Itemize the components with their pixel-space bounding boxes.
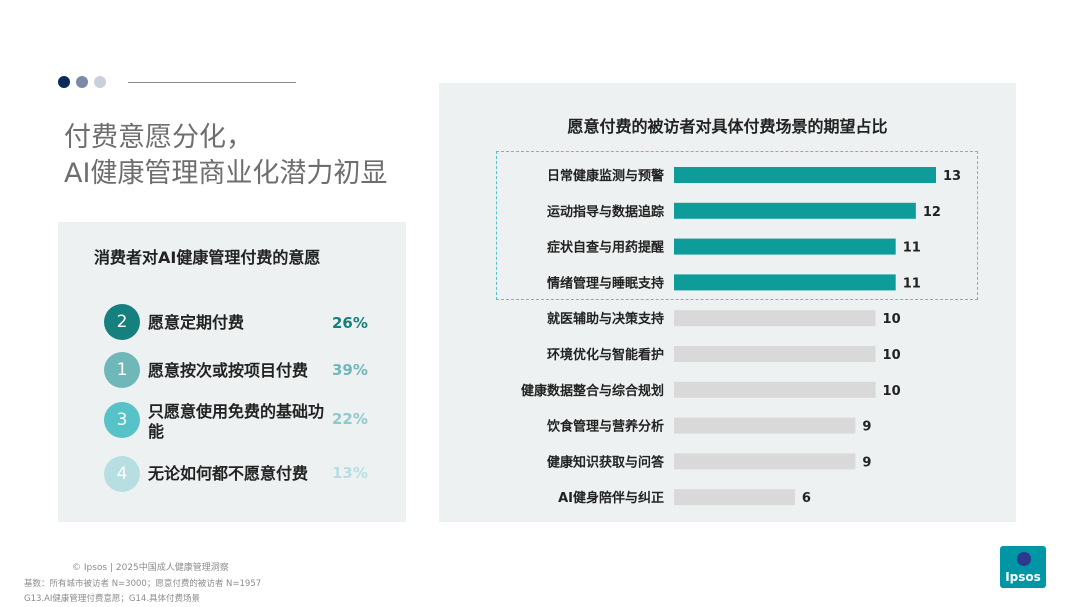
bar-chart: 日常健康监测与预警 13 运动指导与数据追踪 12 症状自查与用药提醒 11 情绪管理与睡眠… xyxy=(521,167,961,506)
bar xyxy=(674,167,936,183)
option-label: 只愿意使用免费的基础功能 xyxy=(148,402,325,441)
bar xyxy=(674,489,795,506)
rank-badge: 2 xyxy=(104,304,140,340)
category-label: 情绪管理与睡眠支持 xyxy=(547,275,664,291)
category-label: 环境优化与智能看护 xyxy=(547,347,664,363)
option-label: 无论如何都不愿意付费 xyxy=(148,464,309,483)
headline: 付费意愿分化， AI健康管理商业化潜力初显 xyxy=(64,120,387,192)
pagination-dots xyxy=(58,76,106,88)
category-label: 饮食管理与营养分析 xyxy=(546,419,664,435)
bar xyxy=(674,310,876,327)
category-label: 运动指导与数据追踪 xyxy=(547,204,664,220)
ipsos-logo: Ipsos xyxy=(1000,546,1046,588)
value-label: 10 xyxy=(883,384,901,399)
divider xyxy=(128,82,296,83)
value-label: 13 xyxy=(943,169,961,184)
value-label: 9 xyxy=(862,455,871,470)
rank-badge: 1 xyxy=(104,352,140,388)
option-percent: 39% xyxy=(332,361,368,379)
rank-badge: 4 xyxy=(104,456,140,492)
bar xyxy=(674,274,896,291)
value-label: 10 xyxy=(883,312,901,327)
logo-mark xyxy=(1017,552,1031,566)
option-row: 1 愿意按次或按项目付费 39% xyxy=(104,352,394,392)
base-note: 基数：所有城市被访者 N=3000；愿意付费的被访者 N=1957 xyxy=(24,579,262,589)
value-label: 9 xyxy=(862,420,871,435)
option-label: 愿意按次或按项目付费 xyxy=(148,361,309,380)
headline-line2: AI健康管理商业化潜力初显 xyxy=(64,158,388,189)
chart-title: 愿意付费的被访者对具体付费场景的期望占比 xyxy=(567,117,888,136)
category-label: 健康知识获取与问答 xyxy=(547,454,665,470)
value-label: 10 xyxy=(883,348,901,363)
dot xyxy=(76,76,88,88)
option-row: 4 无论如何都不愿意付费 13% xyxy=(104,456,394,496)
option-percent: 13% xyxy=(332,464,368,482)
option-row: 3 只愿意使用免费的基础功能 22% xyxy=(104,402,394,442)
category-label: 日常健康监测与预警 xyxy=(547,168,664,184)
dot-active xyxy=(58,76,70,88)
bar xyxy=(674,453,856,470)
category-label: 健康数据整合与综合规划 xyxy=(521,383,664,399)
headline-line1: 付费意愿分化， xyxy=(64,122,253,153)
bar xyxy=(674,381,876,398)
option-label: 愿意定期付费 xyxy=(148,313,245,332)
value-label: 11 xyxy=(903,241,921,256)
option-percent: 26% xyxy=(332,314,368,332)
bar xyxy=(674,238,896,255)
question-note: G13.AI健康管理付费意愿；G14.具体付费场景 xyxy=(24,594,201,604)
rank-badge: 3 xyxy=(104,402,140,438)
bar xyxy=(674,417,856,434)
logo-text: Ipsos xyxy=(1005,570,1041,584)
option-percent: 22% xyxy=(332,410,368,428)
highlight-box xyxy=(496,151,978,300)
bar xyxy=(674,346,876,362)
willingness-panel: 消费者对AI健康管理付费的意愿 2 愿意定期付费 26% 1 愿意按次或按项目付… xyxy=(58,222,406,522)
category-label: 就医辅助与决策支持 xyxy=(547,311,664,327)
option-row: 2 愿意定期付费 26% xyxy=(104,304,394,344)
value-label: 11 xyxy=(903,276,921,291)
dot xyxy=(94,76,106,88)
copyright: © Ipsos | 2025中国成人健康管理洞察 xyxy=(72,563,229,573)
category-label: AI健身陪伴与纠正 xyxy=(558,490,664,506)
bar xyxy=(674,202,916,219)
value-label: 12 xyxy=(923,205,941,220)
willingness-title: 消费者对AI健康管理付费的意愿 xyxy=(94,248,321,267)
value-label: 6 xyxy=(802,491,811,506)
category-label: 症状自查与用药提醒 xyxy=(547,240,664,256)
scenario-chart-panel: 愿意付费的被访者对具体付费场景的期望占比 日常健康监测与预警 13 运动指导与数据追… xyxy=(439,83,1016,522)
